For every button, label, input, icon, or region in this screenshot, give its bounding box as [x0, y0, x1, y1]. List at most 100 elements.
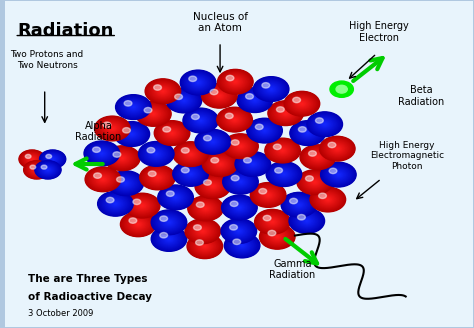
Circle shape [223, 112, 246, 128]
Circle shape [241, 156, 264, 172]
Circle shape [299, 171, 330, 193]
Circle shape [152, 83, 174, 99]
Circle shape [190, 77, 206, 88]
Circle shape [125, 101, 142, 113]
Circle shape [137, 202, 147, 209]
Circle shape [335, 147, 340, 151]
Circle shape [252, 163, 254, 165]
Circle shape [291, 199, 308, 211]
Circle shape [245, 93, 265, 107]
Circle shape [313, 189, 343, 210]
Circle shape [181, 98, 187, 102]
Circle shape [134, 200, 150, 211]
Circle shape [48, 156, 57, 162]
Circle shape [211, 157, 229, 171]
Circle shape [160, 233, 168, 238]
Circle shape [122, 181, 129, 186]
Circle shape [249, 120, 280, 141]
Circle shape [231, 238, 253, 253]
Circle shape [153, 211, 185, 234]
Circle shape [37, 163, 58, 177]
Circle shape [185, 150, 196, 158]
Circle shape [30, 158, 34, 160]
Circle shape [274, 145, 291, 156]
Circle shape [208, 138, 218, 145]
Circle shape [246, 94, 264, 106]
Circle shape [47, 155, 58, 163]
Circle shape [29, 165, 44, 175]
Circle shape [235, 142, 246, 150]
Circle shape [171, 194, 181, 201]
Circle shape [118, 156, 126, 161]
Circle shape [94, 173, 101, 178]
Circle shape [260, 127, 270, 134]
Circle shape [276, 236, 278, 237]
Circle shape [181, 71, 215, 94]
Circle shape [273, 104, 299, 122]
Circle shape [316, 118, 333, 130]
Circle shape [196, 226, 210, 236]
Circle shape [123, 214, 153, 235]
Circle shape [106, 197, 114, 203]
Circle shape [238, 180, 243, 183]
Circle shape [291, 199, 307, 210]
Circle shape [208, 88, 231, 104]
Circle shape [164, 218, 175, 226]
Circle shape [152, 84, 173, 99]
Circle shape [222, 111, 246, 128]
Circle shape [255, 210, 290, 234]
Circle shape [212, 158, 228, 170]
Circle shape [186, 151, 195, 157]
Circle shape [138, 203, 146, 208]
Circle shape [156, 87, 169, 96]
Circle shape [238, 231, 239, 232]
Circle shape [231, 79, 239, 85]
Circle shape [123, 100, 143, 114]
Circle shape [287, 196, 311, 213]
Circle shape [133, 221, 143, 228]
Circle shape [30, 165, 44, 174]
Circle shape [203, 206, 209, 210]
Circle shape [290, 121, 326, 145]
Circle shape [177, 164, 204, 183]
Circle shape [235, 204, 245, 211]
Circle shape [225, 75, 245, 89]
Circle shape [114, 175, 137, 191]
Circle shape [311, 180, 318, 185]
Circle shape [222, 220, 255, 242]
Circle shape [295, 99, 309, 109]
Circle shape [118, 125, 146, 143]
Circle shape [22, 152, 42, 166]
Circle shape [198, 203, 213, 214]
Circle shape [289, 198, 309, 212]
Circle shape [298, 170, 332, 194]
Circle shape [84, 141, 119, 166]
Circle shape [168, 192, 183, 203]
Circle shape [26, 162, 48, 177]
Circle shape [251, 183, 285, 207]
Circle shape [143, 145, 170, 163]
Circle shape [284, 112, 287, 114]
Circle shape [310, 114, 339, 134]
Circle shape [173, 196, 178, 199]
Circle shape [113, 202, 118, 206]
Circle shape [305, 219, 309, 222]
Circle shape [304, 131, 311, 135]
Circle shape [326, 166, 350, 183]
Circle shape [128, 217, 148, 231]
Circle shape [205, 86, 234, 106]
Circle shape [130, 105, 136, 109]
Circle shape [139, 104, 168, 124]
Circle shape [224, 196, 255, 218]
Circle shape [113, 152, 131, 165]
Circle shape [286, 196, 312, 214]
Circle shape [126, 215, 151, 233]
Circle shape [156, 176, 159, 178]
Circle shape [20, 151, 44, 168]
Circle shape [277, 169, 291, 179]
Circle shape [207, 182, 219, 190]
Circle shape [196, 202, 215, 215]
Circle shape [229, 77, 242, 86]
Circle shape [110, 200, 120, 207]
Circle shape [127, 195, 158, 216]
